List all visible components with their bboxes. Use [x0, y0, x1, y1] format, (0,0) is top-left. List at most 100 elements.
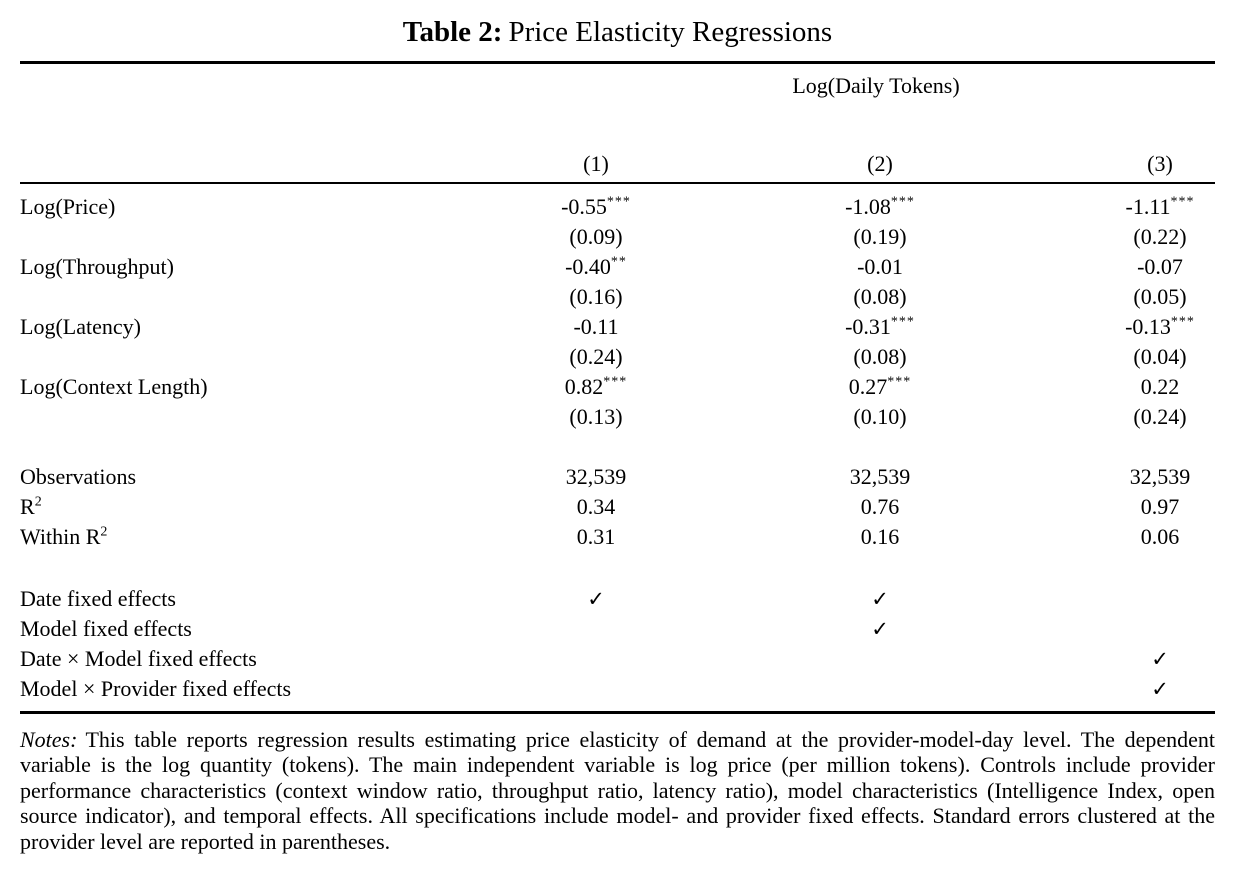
checkmark-cell: [655, 674, 1105, 713]
estimate-cell: -0.11: [573, 314, 619, 339]
fixed-effect-row: Model × Provider fixed effects ✓: [20, 674, 1215, 713]
empty-cell: [20, 342, 537, 372]
notes-label: Notes:: [20, 727, 78, 752]
estimate-cell: -0.55***: [561, 194, 631, 219]
standard-error-cell: (0.19): [853, 224, 907, 249]
table-number-label: Table 2:: [402, 16, 503, 48]
fixed-effect-label: Model × Provider fixed effects: [20, 676, 292, 701]
checkmark-cell: ✓: [871, 617, 889, 641]
checkmark-cell: [537, 614, 655, 644]
dependent-variable-row: Log(Daily Tokens): [20, 63, 1215, 138]
estimate-cell: 0.82***: [564, 374, 628, 399]
empty-cell: [20, 282, 537, 312]
checkmark-cell: ✓: [1151, 677, 1169, 701]
dependent-variable-header: Log(Daily Tokens): [792, 73, 960, 98]
standard-error-cell: (0.16): [569, 284, 623, 309]
fixed-effect-row: Model fixed effects ✓: [20, 614, 1215, 644]
fixed-effect-label: Date × Model fixed effects: [20, 646, 257, 671]
stat-value: 0.97: [1140, 494, 1180, 519]
standard-error-cell: (0.09): [569, 224, 623, 249]
stat-value: 0.34: [576, 494, 616, 519]
standard-error-cell: (0.24): [1133, 404, 1187, 429]
standard-error-cell: (0.10): [853, 404, 907, 429]
checkmark-cell: [655, 644, 1105, 674]
regression-table: Log(Daily Tokens) (1) (2) (3) Log(Price)…: [20, 61, 1216, 714]
significance-stars: ***: [1170, 314, 1195, 330]
variable-label: Log(Throughput): [20, 254, 174, 279]
significance-stars: ***: [1170, 194, 1195, 210]
spacer-row: [20, 432, 1215, 462]
fixed-effect-row: Date × Model fixed effects ✓: [20, 644, 1215, 674]
table-title-text: Price Elasticity Regressions: [508, 16, 833, 48]
stat-row: Observations 32,539 32,539 32,539: [20, 462, 1215, 492]
column-number-row: (1) (2) (3): [20, 137, 1216, 184]
estimate-cell: -0.31***: [845, 314, 915, 339]
standard-error-cell: (0.22): [1133, 224, 1187, 249]
significance-stars: ***: [890, 314, 915, 330]
standard-error-row: (0.09) (0.19) (0.22): [20, 222, 1215, 252]
stat-label: Within R2: [20, 524, 108, 549]
stat-value: 0.16: [860, 524, 900, 549]
standard-error-cell: (0.24): [569, 344, 623, 369]
stat-value: 32,539: [849, 464, 911, 489]
significance-stars: ***: [890, 194, 915, 210]
coefficient-row: Log(Price) -0.55*** -1.08*** -1.11***: [20, 183, 1215, 222]
stat-row: Within R2 0.31 0.16 0.06: [20, 522, 1215, 552]
significance-stars: ***: [887, 374, 912, 390]
fixed-effect-row: Date fixed effects ✓ ✓: [20, 584, 1215, 614]
column-header-1: (1): [537, 137, 655, 184]
stat-value: 0.76: [860, 494, 900, 519]
empty-cell: [20, 63, 537, 138]
fixed-effects-section: Date fixed effects ✓ ✓ Model fixed effec…: [20, 552, 1215, 713]
estimate-cell: -1.08***: [845, 194, 915, 219]
coefficient-row: Log(Latency) -0.11 -0.31*** -0.13***: [20, 312, 1215, 342]
checkmark-cell: ✓: [871, 587, 889, 611]
empty-cell: [20, 137, 537, 184]
standard-error-row: (0.24) (0.08) (0.04): [20, 342, 1215, 372]
estimate-cell: -0.01: [857, 254, 903, 279]
coefficient-row: Log(Throughput) -0.40** -0.01 -0.07: [20, 252, 1215, 282]
estimate-cell: -1.11***: [1125, 194, 1195, 219]
stat-row: R2 0.34 0.76 0.97: [20, 492, 1215, 522]
fixed-effect-label: Date fixed effects: [20, 586, 176, 611]
significance-stars: ***: [603, 374, 628, 390]
empty-cell: [20, 402, 537, 432]
fit-statistics-section: Observations 32,539 32,539 32,539 R2 0.3…: [20, 432, 1215, 552]
significance-stars: **: [610, 254, 627, 270]
empty-cell: [20, 222, 537, 252]
standard-error-cell: (0.05): [1133, 284, 1187, 309]
standard-error-row: (0.16) (0.08) (0.05): [20, 282, 1215, 312]
column-header-3: (3): [1105, 137, 1216, 184]
standard-error-cell: (0.08): [853, 344, 907, 369]
significance-stars: ***: [606, 194, 631, 210]
stat-value: 0.31: [576, 524, 616, 549]
estimate-cell: -0.13***: [1125, 314, 1195, 339]
standard-error-cell: (0.08): [853, 284, 907, 309]
checkmark-cell: [537, 674, 655, 713]
estimate-cell: 0.27***: [848, 374, 912, 399]
standard-error-row: (0.13) (0.10) (0.24): [20, 402, 1215, 432]
checkmark-cell: [1105, 614, 1215, 644]
variable-label: Log(Context Length): [20, 374, 208, 399]
table-title: Table 2: Price Elasticity Regressions: [20, 0, 1215, 61]
checkmark-cell: [1105, 584, 1215, 614]
notes-text: This table reports regression results es…: [20, 727, 1215, 854]
variable-label: Log(Latency): [20, 314, 141, 339]
spacer-row: [20, 552, 1215, 584]
checkmark-cell: [537, 644, 655, 674]
checkmark-cell: ✓: [587, 587, 605, 611]
stat-label: Observations: [20, 464, 137, 489]
estimate-cell: 0.22: [1140, 374, 1180, 399]
checkmark-cell: ✓: [1151, 647, 1169, 671]
variable-label: Log(Price): [20, 194, 116, 219]
stat-label: R2: [20, 494, 42, 519]
table-notes: Notes: This table reports regression resu…: [20, 727, 1215, 854]
standard-error-cell: (0.13): [569, 404, 623, 429]
coefficients-section: Log(Price) -0.55*** -1.08*** -1.11*** (0…: [20, 183, 1215, 432]
coefficient-row: Log(Context Length) 0.82*** 0.27*** 0.22: [20, 372, 1215, 402]
stat-value: 32,539: [1129, 464, 1191, 489]
estimate-cell: -0.40**: [565, 254, 627, 279]
column-header-2: (2): [655, 137, 1105, 184]
paper-page: Table 2: Price Elasticity Regressions Log…: [20, 0, 1216, 854]
standard-error-cell: (0.04): [1133, 344, 1187, 369]
